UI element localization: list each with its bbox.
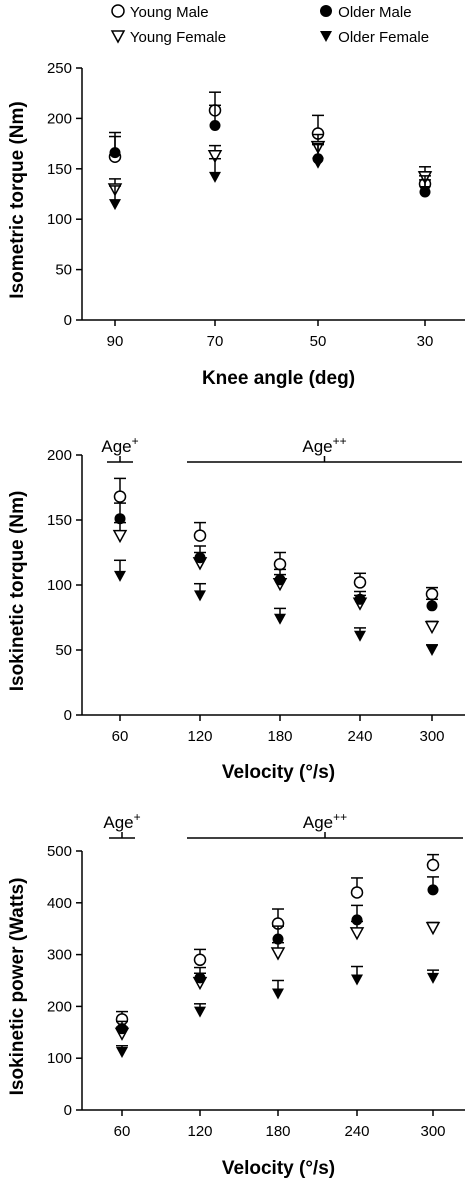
data-point-young-female <box>425 921 441 936</box>
data-point-older-female <box>109 199 121 211</box>
y-tick-label: 200 <box>47 998 72 1015</box>
data-point-older-female <box>194 1006 206 1018</box>
x-tick-label: 180 <box>265 1123 290 1140</box>
chart-2: 0 50 100 150 200 60 120 180 240 300 Velocity (°/s)… <box>7 434 465 783</box>
x-tick-label: 120 <box>187 728 212 745</box>
data-point-young-male <box>350 886 364 899</box>
legend-item-young-female: Young Female <box>110 28 226 46</box>
x-tick-label: 300 <box>419 728 444 745</box>
data-point-older-male <box>351 914 363 926</box>
filled-circle-icon <box>320 5 332 17</box>
legend-label: Older Female <box>338 29 430 46</box>
x-tick-label: 60 <box>112 728 129 745</box>
data-point-older-female <box>351 974 363 986</box>
data-point-young-male <box>353 576 367 589</box>
y-tick-label: 0 <box>64 707 72 724</box>
legend-item-young-male: Young Male <box>110 3 209 21</box>
y-tick-label: 150 <box>47 161 72 178</box>
x-tick-label: 70 <box>207 333 224 350</box>
y-tick-label: 0 <box>64 1102 72 1119</box>
y-tick-label: 300 <box>47 947 72 964</box>
y-tick-label: 100 <box>47 577 72 594</box>
data-point-older-male <box>194 972 206 984</box>
data-point-older-female <box>312 157 324 169</box>
y-tick-label: 500 <box>47 843 72 860</box>
data-point-older-male <box>426 600 438 612</box>
y-tick-label: 50 <box>55 642 72 659</box>
filled-triangle-down-icon <box>320 31 332 42</box>
data-point-older-male <box>272 933 284 945</box>
legend-item-older-female: Older Female <box>318 28 429 46</box>
open-circle-icon <box>111 4 125 18</box>
data-point-young-male <box>426 858 440 872</box>
data-point-older-female <box>419 185 431 197</box>
y-tick-label: 400 <box>47 895 72 912</box>
data-point-older-female <box>354 630 366 642</box>
data-point-young-female <box>349 927 365 941</box>
x-tick-label: 180 <box>267 728 292 745</box>
annotation-label: Age+ <box>103 810 140 832</box>
x-tick-label: 300 <box>420 1123 445 1140</box>
y-axis-label: Isokinetic torque (Nm) <box>7 491 28 692</box>
chart-3: 0 100 200 300 400 500 60 120 180 240 300 Velocity (… <box>7 810 465 1179</box>
legend-label: Young Female <box>129 29 227 46</box>
data-point-young-female <box>207 149 223 164</box>
data-point-older-male <box>194 552 206 564</box>
y-tick-label: 50 <box>55 262 72 279</box>
annotation-label: Age++ <box>303 810 347 832</box>
legend-item-older-male: Older Male <box>318 3 412 21</box>
data-point-young-female <box>112 529 128 544</box>
data-point-older-female <box>426 645 438 656</box>
data-point-older-male <box>116 1023 128 1035</box>
y-tick-label: 150 <box>47 512 72 529</box>
x-tick-label: 50 <box>310 333 327 350</box>
open-triangle-down-icon <box>110 30 126 44</box>
data-point-young-male <box>425 587 439 601</box>
y-axis-label: Isokinetic power (Watts) <box>7 878 28 1096</box>
data-point-older-female <box>272 988 284 1000</box>
y-tick-label: 250 <box>47 60 72 77</box>
legend-label: Older Male <box>338 4 412 21</box>
x-axis-label: Velocity (°/s) <box>222 1158 335 1179</box>
x-tick-label: 240 <box>344 1123 369 1140</box>
y-tick-label: 100 <box>47 211 72 228</box>
x-axis-label: Knee angle (deg) <box>202 368 355 389</box>
data-point-young-male <box>273 557 287 571</box>
data-point-older-female <box>274 613 286 625</box>
data-point-older-female <box>116 1046 128 1058</box>
data-point-older-female <box>114 570 126 582</box>
data-point-young-female <box>424 620 440 635</box>
x-tick-label: 60 <box>114 1123 131 1140</box>
data-point-older-male <box>354 593 366 605</box>
x-axis-label: Velocity (°/s) <box>222 762 335 783</box>
y-tick-label: 0 <box>64 312 72 329</box>
y-tick-label: 200 <box>47 110 72 127</box>
y-tick-label: 100 <box>47 1050 72 1067</box>
data-point-young-male <box>193 953 207 967</box>
data-point-older-male <box>114 513 126 525</box>
data-point-older-female <box>209 171 221 183</box>
data-point-young-female <box>270 947 286 961</box>
data-point-older-female <box>427 972 439 984</box>
x-tick-label: 120 <box>187 1123 212 1140</box>
y-axis-label: Isometric torque (Nm) <box>7 101 28 298</box>
chart-1: 0 50 100 150 200 250 90 70 50 30 Knee angle (deg) I… <box>7 60 465 389</box>
data-point-older-male <box>274 574 286 586</box>
x-tick-label: 90 <box>107 333 124 350</box>
data-point-older-female <box>194 590 206 602</box>
data-point-older-male <box>427 884 439 896</box>
x-tick-label: 240 <box>347 728 372 745</box>
data-point-young-male <box>193 529 207 542</box>
legend-label: Young Male <box>129 4 209 21</box>
annotation-label: Age++ <box>302 434 346 456</box>
data-point-older-male <box>109 147 121 159</box>
annotation-label: Age+ <box>101 434 138 456</box>
data-point-older-male <box>209 119 221 131</box>
y-tick-label: 200 <box>47 447 72 464</box>
data-point-young-male <box>113 490 127 503</box>
x-tick-label: 30 <box>417 333 434 350</box>
